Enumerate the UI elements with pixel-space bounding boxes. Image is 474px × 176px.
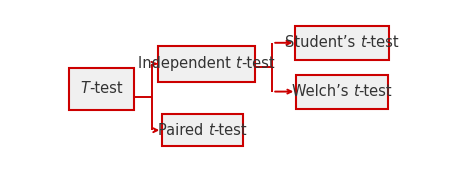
Text: Welch’s: Welch’s — [292, 84, 353, 99]
FancyBboxPatch shape — [296, 75, 388, 109]
Text: T: T — [80, 81, 89, 96]
Text: -test: -test — [241, 56, 274, 71]
Text: -test: -test — [213, 123, 247, 138]
FancyBboxPatch shape — [69, 68, 134, 110]
Text: t: t — [235, 56, 241, 71]
FancyBboxPatch shape — [157, 46, 255, 82]
FancyBboxPatch shape — [295, 26, 389, 60]
Text: t: t — [208, 123, 213, 138]
FancyBboxPatch shape — [162, 114, 243, 146]
Text: Paired: Paired — [158, 123, 208, 138]
Text: Student’s: Student’s — [285, 35, 360, 50]
Text: t: t — [360, 35, 365, 50]
Text: -test: -test — [359, 84, 392, 99]
Text: -test: -test — [89, 81, 123, 96]
Text: -test: -test — [365, 35, 399, 50]
Text: Independent: Independent — [138, 56, 235, 71]
Text: t: t — [353, 84, 359, 99]
